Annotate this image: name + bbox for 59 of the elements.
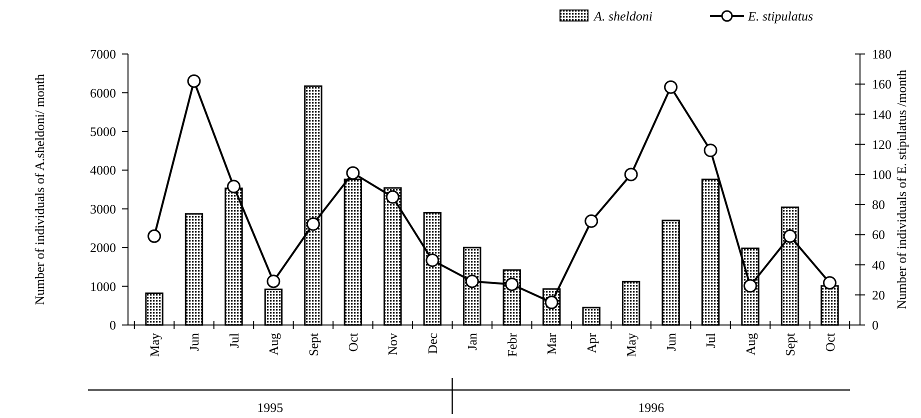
y-tick-label: 0 (110, 318, 116, 333)
x-tick-label: Oct (822, 332, 838, 352)
text: 1995 (257, 400, 284, 415)
y-tick-label: 1000 (90, 278, 116, 294)
y2-tick-label: 20 (872, 287, 885, 302)
x-tick-label: Jun (186, 332, 202, 352)
x-tick-label: Apr (584, 332, 599, 354)
x-tick-label: May (146, 332, 162, 357)
y-axis-title: Number of individuals of A.sheldoni/ month (32, 73, 47, 306)
y-tick-label: 6000 (90, 85, 116, 100)
x-tick-label: Mar (544, 332, 560, 355)
x-tick-label: Sept (782, 332, 798, 356)
x-tick-label: Aug (742, 332, 758, 356)
point (465, 274, 479, 288)
x-tick-label: Jun (663, 332, 678, 352)
legend-label: A. sheldoni (593, 8, 653, 24)
point (426, 254, 440, 268)
point (744, 279, 758, 293)
y2-tick-label: 160 (872, 76, 892, 92)
point (187, 74, 201, 88)
y2-tick-label: 120 (872, 136, 892, 152)
y2-tick-label: 40 (872, 257, 885, 272)
y-tick-label: 3000 (90, 201, 116, 216)
x-tick-label: May (624, 332, 639, 357)
legend-label: E. stipulatus (747, 8, 814, 24)
point (822, 276, 836, 290)
y2-tick-label: 60 (872, 227, 885, 242)
y-tick-label: 5000 (90, 124, 116, 139)
y2-tick-label: 100 (872, 166, 892, 182)
point (664, 80, 678, 94)
x-tick-label: Febr (504, 332, 520, 357)
point (783, 229, 797, 243)
x-tick-label: Jan (464, 332, 480, 350)
point (704, 144, 718, 158)
point (266, 274, 280, 288)
y2-tick-label: 140 (872, 106, 892, 122)
x-tick-label: Sept (306, 332, 321, 356)
x-tick-label: Nov (385, 332, 400, 356)
x-tick-label: Jul (226, 332, 242, 348)
point (624, 168, 638, 182)
y-tick-label: 4000 (90, 162, 116, 178)
y2-tick-label: 180 (872, 46, 892, 62)
point (584, 214, 598, 228)
point (226, 180, 240, 194)
x-tick-label: Dec (424, 332, 440, 354)
y2-axis-title: Number of individuals of E. stipulatus /month (894, 69, 909, 310)
x-tick-label: Oct (345, 332, 360, 352)
y-tick-label: 2000 (90, 240, 116, 256)
y2-tick-label: 0 (872, 318, 878, 333)
y2-tick-label: 80 (872, 197, 885, 212)
point (386, 190, 400, 204)
x-tick-label: Aug (266, 332, 282, 356)
point (306, 217, 320, 231)
text: 1996 (638, 400, 665, 415)
point (148, 229, 162, 243)
y-tick-label: 7000 (90, 46, 116, 62)
point (505, 278, 519, 292)
x-tick-label: Jul (703, 332, 718, 348)
point (346, 166, 360, 180)
